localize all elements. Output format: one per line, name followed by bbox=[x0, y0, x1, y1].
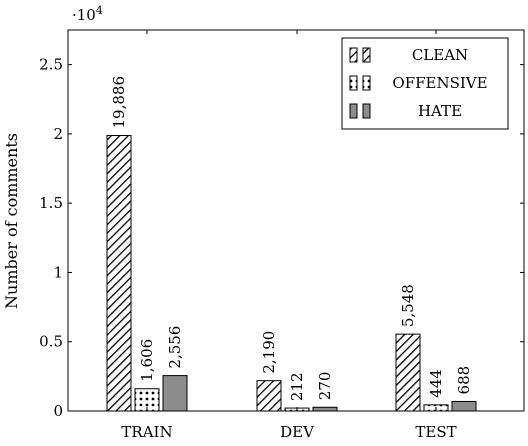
data-label-clean-dev: 2,190 bbox=[260, 331, 278, 374]
data-label-hate-train: 2,556 bbox=[166, 326, 184, 369]
y-axis-label: Number of comments bbox=[2, 133, 21, 309]
legend-label-clean: CLEAN bbox=[412, 46, 468, 64]
bar-clean-train bbox=[106, 134, 132, 412]
legend-label-hate: HATE bbox=[418, 102, 462, 120]
bars-layer bbox=[106, 134, 477, 412]
bar-hate-test bbox=[451, 400, 477, 412]
data-label-offensive-train: 1,606 bbox=[138, 339, 156, 382]
legend-swatch-offensive bbox=[349, 75, 358, 91]
bar-hate-train bbox=[162, 375, 188, 412]
data-label-offensive-test: 444 bbox=[427, 369, 445, 398]
legend: CLEAN OFFENSIVE HATE bbox=[341, 37, 509, 130]
y-tick-label: 2.5 bbox=[39, 56, 63, 74]
data-label-hate-dev: 270 bbox=[316, 372, 334, 401]
y-tick-label: 1 bbox=[53, 263, 63, 281]
y-tick-label: 0 bbox=[53, 402, 63, 420]
y-tick-label: 0.5 bbox=[39, 333, 63, 351]
legend-swatch-clean bbox=[349, 47, 358, 63]
bar-hate-dev bbox=[312, 406, 338, 412]
y-tick-label: 1.5 bbox=[39, 194, 63, 212]
x-tick-label-train: TRAIN bbox=[121, 423, 172, 441]
x-tick-label-dev: DEV bbox=[280, 423, 315, 441]
legend-swatch-offensive-2 bbox=[362, 75, 371, 91]
data-label-hate-test: 688 bbox=[455, 366, 473, 395]
bar-clean-test bbox=[395, 333, 421, 412]
legend-swatch-clean-2 bbox=[362, 47, 371, 63]
axes-layer: 0 0.5 1 1.5 2 2.5 TRAIN DEV TEST bbox=[39, 30, 524, 441]
x-tick-label-test: TEST bbox=[415, 423, 456, 441]
legend-swatch-hate bbox=[349, 103, 358, 119]
data-label-clean-test: 5,548 bbox=[399, 284, 417, 327]
data-labels-layer: 19,886 2,190 5,548 1,606 212 444 2,556 270 688 bbox=[110, 76, 473, 401]
legend-swatch-hate-2 bbox=[362, 103, 371, 119]
data-label-clean-train: 19,886 bbox=[110, 76, 128, 129]
data-label-offensive-dev: 212 bbox=[288, 372, 306, 401]
y-scale-exponent: 4 bbox=[96, 4, 103, 17]
legend-label-offensive: OFFENSIVE bbox=[392, 74, 487, 92]
bar-clean-dev bbox=[256, 380, 282, 412]
y-tick-label: 2 bbox=[53, 125, 63, 143]
y-scale-multiplier: ·104 bbox=[72, 4, 103, 24]
y-scale-base: ·10 bbox=[72, 6, 96, 24]
